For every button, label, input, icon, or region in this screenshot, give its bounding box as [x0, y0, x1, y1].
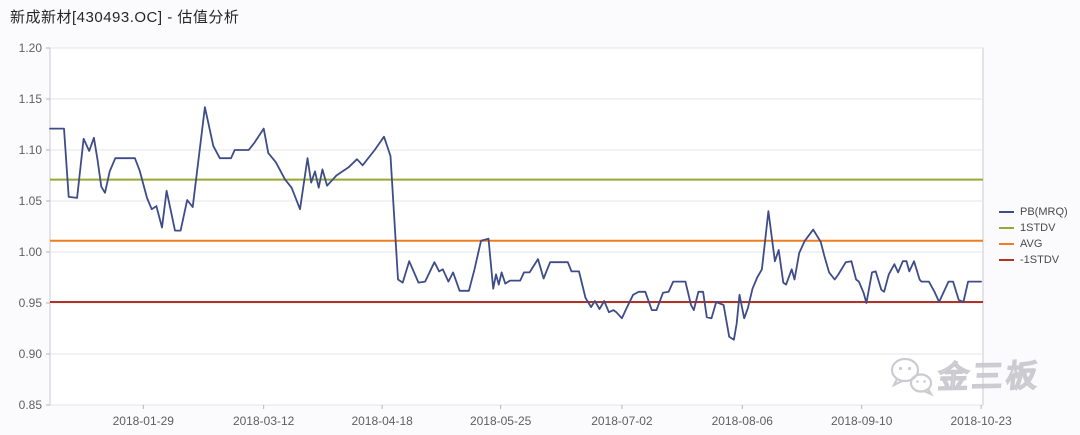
series-pb-mrq [49, 106, 982, 341]
plot-area [49, 47, 984, 406]
legend-label: 1STDV [1020, 221, 1056, 234]
x-tick-label: 2018-01-29 [113, 414, 175, 428]
x-tick-label: 2018-03-12 [233, 414, 295, 428]
y-tick-label: 1.05 [19, 194, 43, 208]
x-tick-label: 2018-09-10 [831, 414, 893, 428]
x-tick-label: 2018-04-18 [351, 414, 413, 428]
legend-item-avg: AVG [999, 237, 1068, 250]
y-tick-label: 1.10 [19, 143, 43, 157]
y-tick-label: 1.15 [19, 92, 43, 106]
y-tick-label: 1.00 [19, 245, 43, 259]
legend-item-1stdv: -1STDV [999, 253, 1068, 266]
legend-item-1stdv: 1STDV [999, 221, 1068, 234]
legend-swatch-pb-mrq [999, 210, 1014, 213]
y-tick-label: 0.95 [19, 296, 43, 310]
legend-label: PB(MRQ) [1020, 205, 1068, 218]
legend-swatch-1stdv [999, 226, 1014, 229]
legend: PB(MRQ) 1STDV AVG -1STDV [999, 205, 1068, 266]
x-tick-label: 2018-07-02 [591, 414, 653, 428]
x-tick-label: 2018-08-06 [712, 414, 774, 428]
x-tick-label: 2018-05-25 [470, 414, 532, 428]
chart-title: 新成新材[430493.OC] - 估值分析 [10, 9, 240, 26]
legend-label: AVG [1020, 237, 1043, 250]
legend-label: -1STDV [1020, 253, 1060, 266]
x-tick-label: 2018-10-23 [950, 414, 1012, 428]
legend-swatch-1stdv [999, 258, 1014, 261]
y-tick-label: 0.90 [19, 347, 43, 361]
legend-swatch-avg [999, 242, 1014, 245]
y-tick-label: 1.20 [19, 41, 43, 55]
y-tick-label: 0.85 [19, 398, 43, 412]
legend-item-pb-mrq: PB(MRQ) [999, 205, 1068, 218]
